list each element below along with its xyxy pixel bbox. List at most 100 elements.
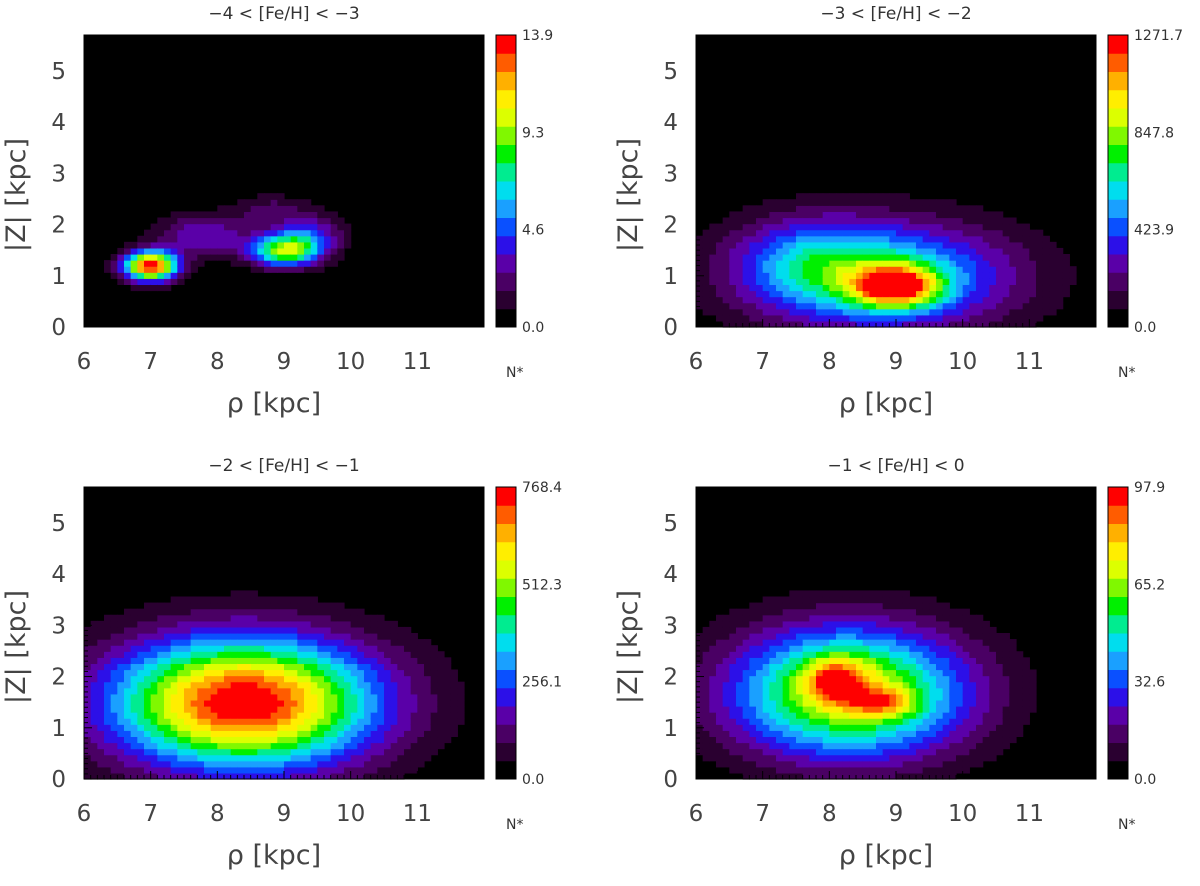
heatmap-cell bbox=[370, 724, 378, 731]
heatmap-cell bbox=[210, 669, 218, 677]
heatmap-cell bbox=[417, 730, 425, 738]
heatmap-cell bbox=[370, 669, 378, 677]
heatmap-cell bbox=[969, 760, 977, 768]
heatmap-cell bbox=[862, 596, 870, 604]
heatmap-cell bbox=[350, 639, 358, 646]
heatmap-cell bbox=[956, 260, 964, 267]
heatmap-cell bbox=[956, 639, 964, 646]
heatmap-cell bbox=[742, 272, 750, 279]
heatmap-cell bbox=[364, 633, 372, 640]
heatmap-cell bbox=[1016, 314, 1024, 322]
heatmap-cell bbox=[330, 657, 338, 665]
heatmap-cell bbox=[150, 736, 158, 744]
heatmap-cell bbox=[290, 241, 298, 249]
heatmap-cell bbox=[157, 254, 165, 261]
heatmap-cell bbox=[337, 614, 345, 622]
heatmap-cell bbox=[244, 602, 252, 610]
colorbar-segment bbox=[1108, 308, 1128, 328]
heatmap-cell bbox=[450, 693, 458, 701]
heatmap-cell bbox=[197, 724, 205, 731]
heatmap-cell bbox=[264, 675, 272, 683]
heatmap-cell bbox=[936, 266, 944, 273]
heatmap-cell bbox=[869, 272, 877, 279]
heatmap-cell bbox=[237, 736, 245, 744]
heatmap-cell bbox=[789, 633, 797, 640]
heatmap-cell bbox=[364, 724, 372, 731]
heatmap-cell bbox=[170, 596, 178, 604]
heatmap-cell bbox=[729, 681, 737, 689]
heatmap-cell bbox=[949, 748, 957, 756]
heatmap-cell bbox=[304, 736, 312, 744]
heatmap-cell bbox=[822, 290, 830, 298]
heatmap-cell bbox=[716, 260, 724, 267]
heatmap-cell bbox=[150, 626, 158, 634]
heatmap-cell bbox=[829, 760, 837, 768]
heatmap-cell bbox=[716, 760, 724, 768]
heatmap-cell bbox=[124, 760, 132, 768]
heatmap-cell bbox=[177, 278, 185, 286]
heatmap-cell bbox=[217, 675, 225, 683]
heatmap-cell bbox=[789, 320, 797, 328]
heatmap-cell bbox=[969, 205, 977, 213]
heatmap-cell bbox=[696, 706, 704, 713]
heatmap-cell bbox=[849, 205, 857, 213]
heatmap-cell bbox=[756, 772, 764, 780]
heatmap-cell bbox=[862, 742, 870, 750]
y-axis-label: |Z| [kpc] bbox=[1, 590, 32, 704]
heatmap-cell bbox=[982, 699, 990, 707]
heatmap-cell bbox=[742, 712, 750, 719]
heatmap-cell bbox=[290, 626, 298, 634]
heatmap-cell bbox=[896, 645, 904, 652]
heatmap-cell bbox=[829, 296, 837, 304]
heatmap-cell bbox=[889, 699, 897, 707]
heatmap-cell bbox=[762, 681, 770, 689]
heatmap-cell bbox=[796, 272, 804, 279]
heatmap-cell bbox=[909, 260, 917, 267]
heatmap-cell bbox=[976, 241, 984, 249]
heatmap-cell bbox=[84, 651, 92, 658]
heatmap-cell bbox=[696, 651, 704, 658]
heatmap-cell bbox=[969, 247, 977, 255]
heatmap-cell bbox=[856, 633, 864, 640]
heatmap-cell bbox=[709, 730, 717, 738]
heatmap-cell bbox=[962, 247, 970, 255]
heatmap-cell bbox=[989, 712, 997, 719]
heatmap-cell bbox=[1009, 639, 1017, 646]
heatmap-cell bbox=[856, 754, 864, 762]
heatmap-cell bbox=[330, 260, 338, 267]
heatmap-cell bbox=[762, 272, 770, 279]
heatmap-cell bbox=[956, 675, 964, 683]
heatmap-cell bbox=[742, 687, 750, 695]
heatmap-cell bbox=[144, 272, 152, 279]
heatmap-cell bbox=[150, 675, 158, 683]
heatmap-cell bbox=[330, 254, 338, 261]
heatmap-cell bbox=[217, 620, 225, 628]
heatmap-cell bbox=[982, 229, 990, 237]
heatmap-cell bbox=[117, 669, 125, 677]
heatmap-cell bbox=[110, 730, 118, 738]
heatmap-cell bbox=[330, 748, 338, 756]
heatmap-cell bbox=[117, 766, 125, 774]
heatmap-cell bbox=[969, 229, 977, 237]
heatmap-cell bbox=[237, 254, 245, 261]
heatmap-cell bbox=[184, 724, 192, 731]
heatmap-cell bbox=[849, 760, 857, 768]
heatmap-cell bbox=[902, 217, 910, 225]
heatmap-cell bbox=[896, 718, 904, 725]
heatmap-cell bbox=[882, 260, 890, 267]
heatmap-cell bbox=[230, 669, 238, 677]
heatmap-cell bbox=[1029, 314, 1037, 322]
heatmap-cell bbox=[290, 205, 298, 213]
heatmap-cell bbox=[722, 736, 730, 744]
heatmap-cell bbox=[882, 687, 890, 695]
colorbar-segment bbox=[1108, 108, 1128, 127]
heatmap-cell bbox=[97, 639, 105, 646]
heatmap-cell bbox=[304, 754, 312, 762]
heatmap-cell bbox=[876, 724, 884, 731]
heatmap-cell bbox=[397, 699, 405, 707]
heatmap-cell bbox=[949, 290, 957, 298]
heatmap-cell bbox=[324, 724, 332, 731]
heatmap-cell bbox=[217, 602, 225, 610]
heatmap-cell bbox=[270, 217, 278, 225]
heatmap-cell bbox=[217, 730, 225, 738]
